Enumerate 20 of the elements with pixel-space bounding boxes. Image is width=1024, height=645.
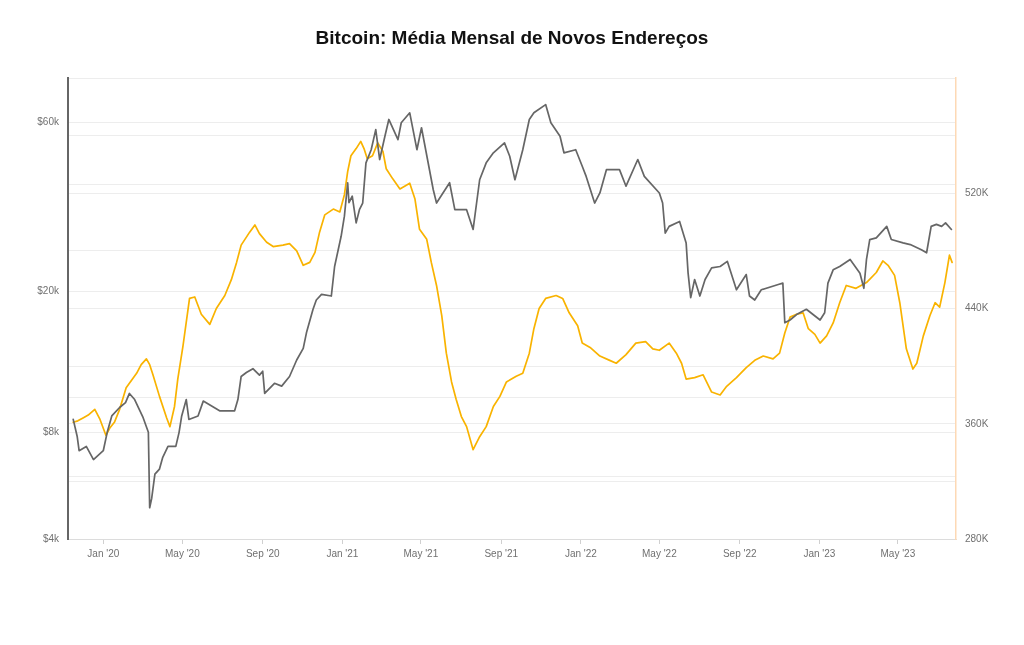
y2-tick-label: 440K [965, 302, 989, 314]
y-tick-label: $4k [42, 532, 60, 544]
y2-tick-label: 360K [965, 417, 989, 429]
x-tick-label: May '22 [641, 547, 678, 559]
x-tick-label: Jan '23 [803, 547, 836, 559]
chart-title: Bitcoin: Média Mensal de Novos Endereços [314, 26, 710, 50]
x-tick-label: Jan '20 [87, 547, 120, 559]
x-tick-label: May '20 [165, 547, 201, 559]
y-tick-label: $8k [42, 426, 60, 438]
y2-tick-label: 280K [965, 532, 989, 544]
x-tick-label: Sep '20 [245, 547, 280, 559]
x-tick-label: May '21 [403, 547, 439, 559]
y-tick-label: $60k [37, 116, 60, 128]
y-tick-label: $20k [37, 285, 60, 297]
x-tick-label: Jan '21 [326, 547, 359, 559]
x-tick-label: May '23 [880, 547, 916, 559]
x-tick-label: Jan '22 [564, 547, 598, 559]
x-tick-label: Sep '22 [722, 547, 757, 559]
x-tick-label: Sep '21 [484, 547, 519, 559]
y2-tick-label: 520K [965, 187, 989, 198]
